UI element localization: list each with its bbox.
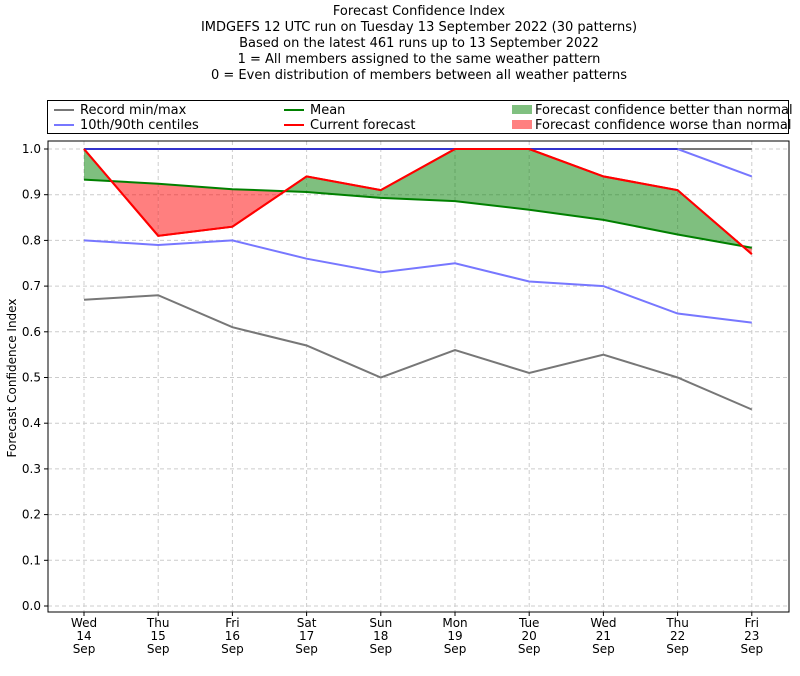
chart-title: Forecast Confidence Index (332, 4, 506, 19)
series-line-record-min (83, 294, 753, 411)
x-tick-label-line: Thu (146, 616, 170, 630)
fill-worse-than-normal (158, 183, 233, 236)
x-tick-label-line: 20 (522, 629, 537, 643)
x-tick-label-line: Sep (740, 642, 763, 656)
chart-subtitle-line-1: IMDGEFS 12 UTC run on Tuesday 13 Septemb… (200, 20, 638, 35)
x-tick-label-line: Thu (665, 616, 689, 630)
legend-label-mean: Mean (310, 103, 346, 118)
x-tick-label-line: Fri (745, 616, 759, 630)
x-tick-label-line: Wed (590, 616, 616, 630)
x-tick-label-line: Sun (369, 616, 392, 630)
x-tick-label: Sun 18 Sep (369, 616, 392, 656)
legend-item-current: Current forecast (284, 118, 416, 133)
legend-swatch-record (54, 108, 74, 111)
legend-item-worse: Forecast confidence worse than normal (512, 118, 792, 133)
legend: Record min/max 10th/90th centiles Mean C… (47, 100, 793, 134)
fill-better-than-normal (380, 149, 455, 202)
x-tick-label-line: Sat (297, 616, 317, 630)
y-tick-label: 0.3 (22, 462, 41, 476)
legend-label-centiles: 10th/90th centiles (80, 118, 199, 133)
legend-item-better: Forecast confidence better than normal (512, 103, 793, 118)
x-tick-label: Thu 22 Sep (665, 616, 689, 656)
x-tick-label: Thu 15 Sep (146, 616, 170, 656)
y-tick-label: 0.6 (22, 325, 41, 339)
x-tick-label-line: 19 (447, 629, 462, 643)
legend-swatch-better (512, 105, 532, 114)
x-tick-label-line: 14 (76, 629, 91, 643)
legend-label-current: Current forecast (310, 118, 416, 133)
x-tick-label: Mon 19 Sep (442, 616, 467, 656)
x-tick-label-line: Sep (221, 642, 244, 656)
legend-swatch-mean (284, 108, 304, 111)
fill-better-than-normal (603, 176, 678, 235)
x-tick-label-line: Sep (147, 642, 170, 656)
x-tick-label: Fri 16 Sep (221, 616, 244, 656)
y-tick-label: 0.0 (22, 599, 41, 613)
x-tick-label-line: Sep (369, 642, 392, 656)
x-tick-label-line: 23 (744, 629, 759, 643)
y-tick-label: 0.5 (22, 371, 41, 385)
x-tick-label-line: 21 (596, 629, 611, 643)
x-tick-label: Tue 20 Sep (518, 616, 541, 656)
x-tick-label-line: Sep (73, 642, 96, 656)
x-tick-label-line: 17 (299, 629, 314, 643)
series-line-current-forecast-top (83, 148, 753, 255)
y-tick-label: 0.9 (22, 188, 41, 202)
x-tick-label-line: Sep (295, 642, 318, 656)
series-line-10th-centile (83, 239, 752, 324)
y-tick-label: 0.2 (22, 508, 41, 522)
x-tick-label: Wed 21 Sep (590, 616, 616, 656)
x-tick-label-line: Wed (71, 616, 97, 630)
x-tick-label-line: Tue (518, 616, 540, 630)
legend-label-better: Forecast confidence better than normal (535, 103, 793, 118)
x-tick-label-line: 16 (225, 629, 240, 643)
chart-title-block: Forecast Confidence Index IMDGEFS 12 UTC… (0, 4, 800, 84)
chart-subtitle-line-2: Based on the latest 461 runs up to 13 Se… (239, 36, 599, 51)
fill-better-than-normal (455, 149, 530, 210)
x-tick-label-line: Sep (518, 642, 541, 656)
x-tick-label-line: Fri (225, 616, 239, 630)
chart-subtitle-line-4: 0 = Even distribution of members between… (210, 68, 628, 83)
legend-swatch-worse (512, 120, 532, 129)
y-axis: 0.0 0.1 0.2 0.3 0.4 0.5 0.6 0.7 0.8 0.9 1.0 (22, 142, 48, 613)
series-lines (83, 148, 753, 411)
legend-item-record: Record min/max (54, 103, 186, 118)
x-tick-label-line: Mon (442, 616, 467, 630)
x-tick-label: Fri 23 Sep (740, 616, 763, 656)
legend-label-record: Record min/max (80, 103, 187, 118)
legend-item-centiles: 10th/90th centiles (54, 118, 199, 133)
x-tick-label-line: Sep (592, 642, 615, 656)
y-tick-label: 0.7 (22, 279, 41, 293)
y-tick-label: 0.1 (22, 553, 41, 567)
x-tick-label-line: Sep (666, 642, 689, 656)
legend-label-worse: Forecast confidence worse than normal (535, 118, 792, 133)
legend-item-mean: Mean (284, 103, 345, 118)
fill-better-than-normal (529, 149, 604, 220)
y-axis-label: Forecast Confidence Index (5, 298, 19, 458)
x-tick-label-line: 22 (670, 629, 685, 643)
y-tick-label: 1.0 (22, 142, 41, 156)
y-tick-label: 0.4 (22, 416, 41, 430)
x-tick-label-line: Sep (444, 642, 467, 656)
chart-subtitle-line-3: 1 = All members assigned to the same wea… (237, 52, 601, 67)
y-tick-label: 0.8 (22, 233, 41, 247)
plot-frame (47, 140, 790, 613)
fill-areas (84, 149, 752, 255)
x-tick-label-line: 18 (373, 629, 388, 643)
legend-swatch-centiles (54, 123, 74, 126)
x-tick-label: Wed 14 Sep (71, 616, 97, 656)
x-tick-label-line: 15 (151, 629, 166, 643)
legend-swatch-current (284, 123, 304, 126)
x-tick-label: Sat 17 Sep (295, 616, 318, 656)
series-line-mean (83, 178, 752, 249)
